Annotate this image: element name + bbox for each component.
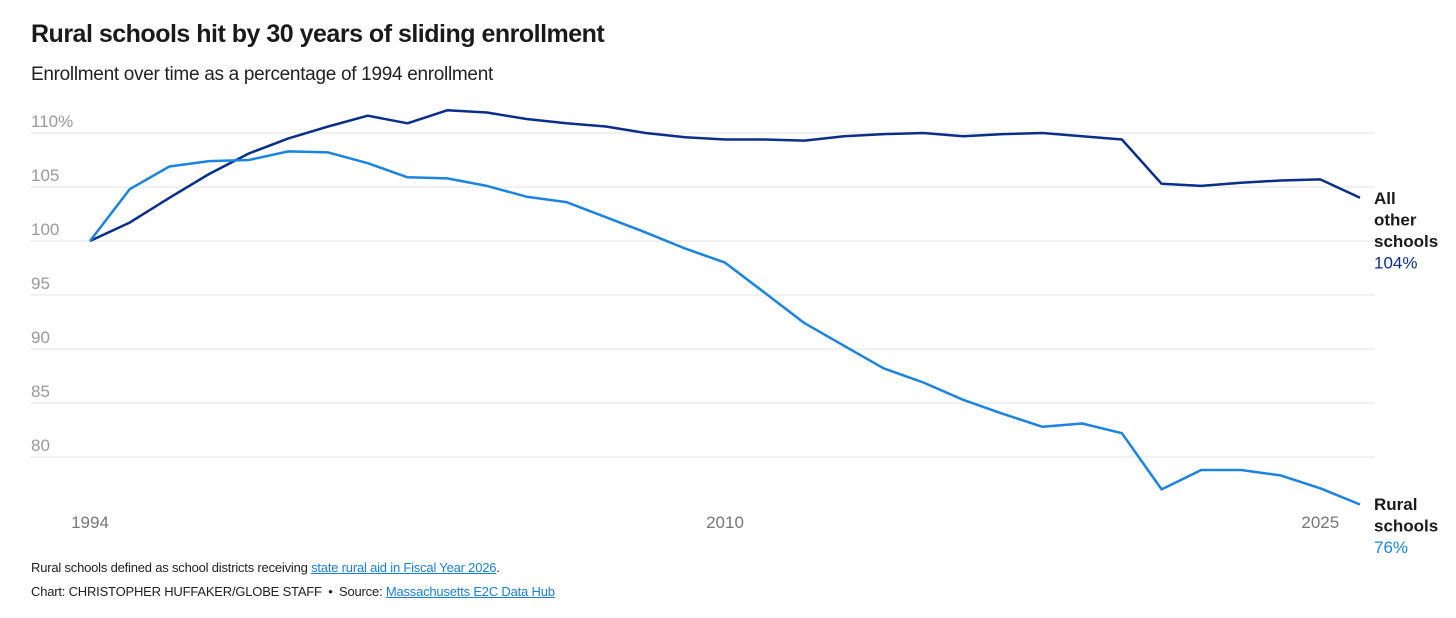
credits: Chart: CHRISTOPHER HUFFAKER/GLOBE STAFF … — [31, 584, 555, 599]
y-tick-label: 110% — [31, 112, 73, 131]
chart-credit: Chart: CHRISTOPHER HUFFAKER/GLOBE STAFF — [31, 584, 322, 599]
series-label: schools — [1374, 517, 1438, 536]
chart-subtitle: Enrollment over time as a percentage of … — [31, 64, 493, 85]
series-end-value: 76% — [1374, 538, 1408, 557]
footnote: Rural schools defined as school district… — [31, 560, 500, 575]
series-label: Rural — [1374, 495, 1417, 514]
y-tick-label: 95 — [31, 274, 50, 293]
series-line-all-other-schools — [89, 109, 1361, 243]
x-tick-label: 1994 — [71, 513, 109, 532]
x-tick-label: 2010 — [706, 513, 744, 532]
series-label: All — [1374, 189, 1396, 208]
chart-title: Rural schools hit by 30 years of sliding… — [31, 20, 605, 48]
series-label: other — [1374, 211, 1417, 230]
y-tick-label: 90 — [31, 328, 50, 347]
series-end-value: 104% — [1374, 254, 1417, 273]
series-label: schools — [1374, 232, 1438, 251]
series-line-rural-schools — [89, 150, 1361, 506]
source-link[interactable]: Massachusetts E2C Data Hub — [385, 584, 555, 599]
y-tick-label: 80 — [31, 436, 50, 455]
source-label: Source: — [338, 584, 386, 599]
y-tick-label: 85 — [31, 382, 50, 401]
y-tick-label: 105 — [31, 166, 59, 185]
y-tick-label: 100 — [31, 220, 59, 239]
footnote-text: Rural schools defined as school district… — [31, 560, 312, 575]
separator: • — [328, 584, 333, 599]
rural-aid-link[interactable]: state rural aid in Fiscal Year 2026 — [311, 560, 497, 575]
x-tick-label: 2025 — [1301, 513, 1339, 532]
footnote-suffix: . — [496, 560, 500, 575]
